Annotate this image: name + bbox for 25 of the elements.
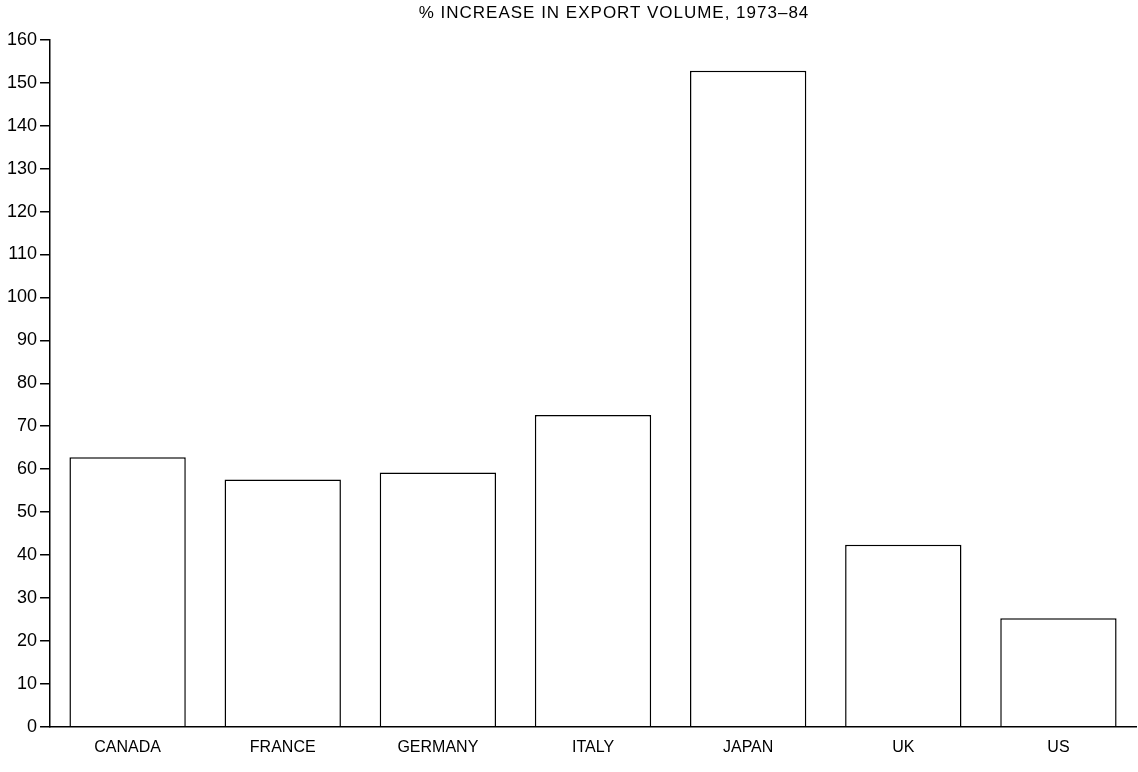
y-tick-label: 10 bbox=[17, 672, 38, 693]
y-tick-label: 20 bbox=[17, 629, 38, 650]
x-tick-label: JAPAN bbox=[722, 737, 774, 755]
y-tick-label: 0 bbox=[27, 715, 38, 736]
x-tick-label: FRANCE bbox=[249, 737, 316, 755]
y-tick-label: 30 bbox=[17, 586, 38, 607]
x-tick-label: ITALY bbox=[571, 737, 615, 755]
x-tick-label: UK bbox=[892, 737, 915, 755]
y-tick-label: 70 bbox=[17, 415, 38, 436]
y-tick-label: 130 bbox=[6, 157, 38, 178]
y-tick-label: 110 bbox=[8, 243, 38, 264]
y-tick-label: 150 bbox=[6, 71, 38, 92]
y-tick-label: 80 bbox=[17, 372, 38, 393]
y-tick-label: 60 bbox=[17, 458, 38, 479]
chart-title: % INCREASE IN EXPORT VOLUME, 1973–84 bbox=[417, 2, 811, 24]
y-tick-label: 50 bbox=[17, 501, 38, 522]
x-tick-label: GERMANY bbox=[397, 737, 479, 755]
y-tick-label: 100 bbox=[6, 286, 38, 307]
x-tick-label: US bbox=[1047, 737, 1070, 755]
y-tick-label: 40 bbox=[17, 544, 38, 565]
x-tick-label: CANADA bbox=[94, 737, 162, 755]
y-tick-label: 140 bbox=[6, 114, 38, 135]
y-tick-label: 160 bbox=[6, 28, 38, 49]
y-tick-label: 90 bbox=[17, 329, 38, 350]
y-tick-label: 120 bbox=[6, 200, 38, 221]
